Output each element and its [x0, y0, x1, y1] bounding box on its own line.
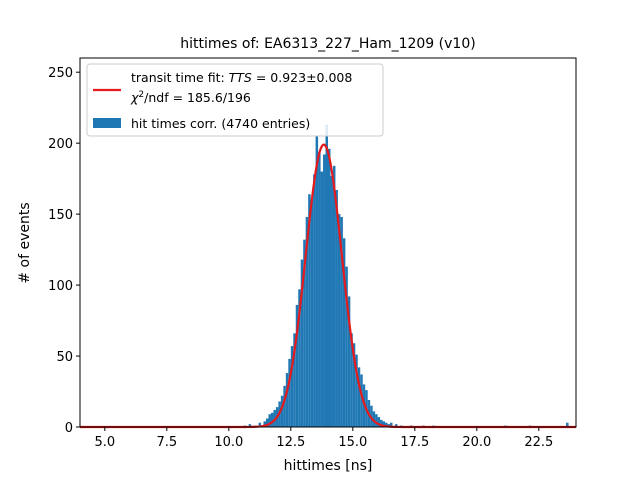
x-tick-label: 15.0 — [338, 435, 367, 450]
histogram-bar — [372, 411, 376, 427]
histogram-bar — [270, 412, 274, 427]
x-tick-label: 17.5 — [400, 435, 429, 450]
legend-hist-label: hit times corr. (4740 entries) — [131, 116, 310, 131]
histogram-bar — [350, 333, 353, 427]
y-tick-label: 150 — [48, 208, 73, 223]
histogram-bar — [258, 422, 262, 427]
histogram-bar — [340, 216, 343, 427]
histogram-bar — [323, 154, 326, 427]
histogram-bar — [266, 418, 269, 427]
histogram-bar — [305, 216, 309, 427]
y-tick-label: 50 — [56, 350, 73, 365]
y-axis: 0 50 100 150 200 250 — [48, 66, 80, 436]
histogram-bar — [328, 148, 331, 427]
histogram-bar — [280, 395, 284, 427]
plot-area — [79, 57, 577, 429]
histogram-bar — [332, 165, 336, 428]
x-tick-label: 20.0 — [462, 435, 491, 450]
histogram-bar — [290, 346, 294, 427]
histogram-bar — [283, 385, 286, 427]
histogram-bar — [394, 424, 398, 427]
x-axis: 5.0 7.5 10.0 12.5 15.0 17.5 20.0 22.5 — [94, 427, 553, 450]
histogram-bar — [355, 354, 358, 427]
histogram-bar — [342, 238, 346, 427]
histogram-bar — [382, 421, 386, 427]
axes-frame — [79, 57, 577, 428]
histogram-bar — [347, 296, 351, 427]
histogram-bars — [243, 124, 569, 428]
histogram-bar — [330, 175, 333, 427]
histogram-bar — [335, 189, 338, 427]
y-tick-label: 0 — [65, 421, 73, 436]
histogram-bar — [313, 174, 316, 427]
histogram-bar — [325, 124, 328, 427]
histogram-bar — [268, 414, 271, 427]
histogram-bar — [263, 421, 266, 427]
histogram-bar — [320, 171, 324, 427]
histogram-bar — [352, 343, 356, 427]
histogram-bar — [293, 333, 296, 427]
x-axis-label: hittimes [ns] — [284, 458, 373, 474]
x-tick-label: 7.5 — [156, 435, 177, 450]
histogram-bar — [380, 419, 383, 427]
x-tick-label: 10.0 — [214, 435, 243, 450]
legend-chi2-label: χ2/ndf = 185.6/196 — [130, 90, 251, 105]
histogram-bar — [337, 214, 341, 427]
histogram-bar — [295, 304, 299, 427]
legend-box — [86, 63, 384, 137]
chart-title: hittimes of: EA6313_227_Ham_1209 (v10) — [180, 36, 475, 52]
histogram-bar — [566, 422, 569, 427]
histogram-bar — [360, 374, 363, 427]
y-tick-label: 100 — [48, 279, 73, 294]
histogram-bar — [303, 239, 306, 427]
histogram-bar — [248, 424, 252, 427]
histogram-bar — [375, 414, 378, 427]
histogram-bar — [377, 417, 381, 427]
histogram-bar — [318, 151, 321, 428]
histogram-bar — [288, 358, 291, 427]
histogram-bar — [300, 259, 304, 427]
histogram-bar — [308, 194, 311, 427]
histogram-bar — [315, 136, 319, 427]
legend: transit time fit: TTS = 0.923±0.008 χ2/n… — [86, 63, 384, 137]
histogram-bar — [385, 422, 388, 427]
legend-hist-swatch — [93, 118, 121, 128]
histogram-bar — [285, 373, 289, 427]
x-tick-label: 12.5 — [276, 435, 305, 450]
y-tick-label: 250 — [48, 66, 73, 81]
histogram-bar — [357, 367, 361, 427]
histogram-bar — [310, 199, 314, 427]
histogram-bar — [390, 422, 393, 427]
x-tick-label: 22.5 — [524, 435, 553, 450]
y-tick-label: 200 — [48, 137, 73, 152]
legend-fit-label: transit time fit: TTS = 0.923±0.008 — [131, 70, 352, 85]
x-tick-label: 5.0 — [94, 435, 115, 450]
histogram-bar — [298, 289, 301, 427]
histogram-bar — [345, 266, 348, 427]
y-axis-label: # of events — [17, 202, 33, 283]
